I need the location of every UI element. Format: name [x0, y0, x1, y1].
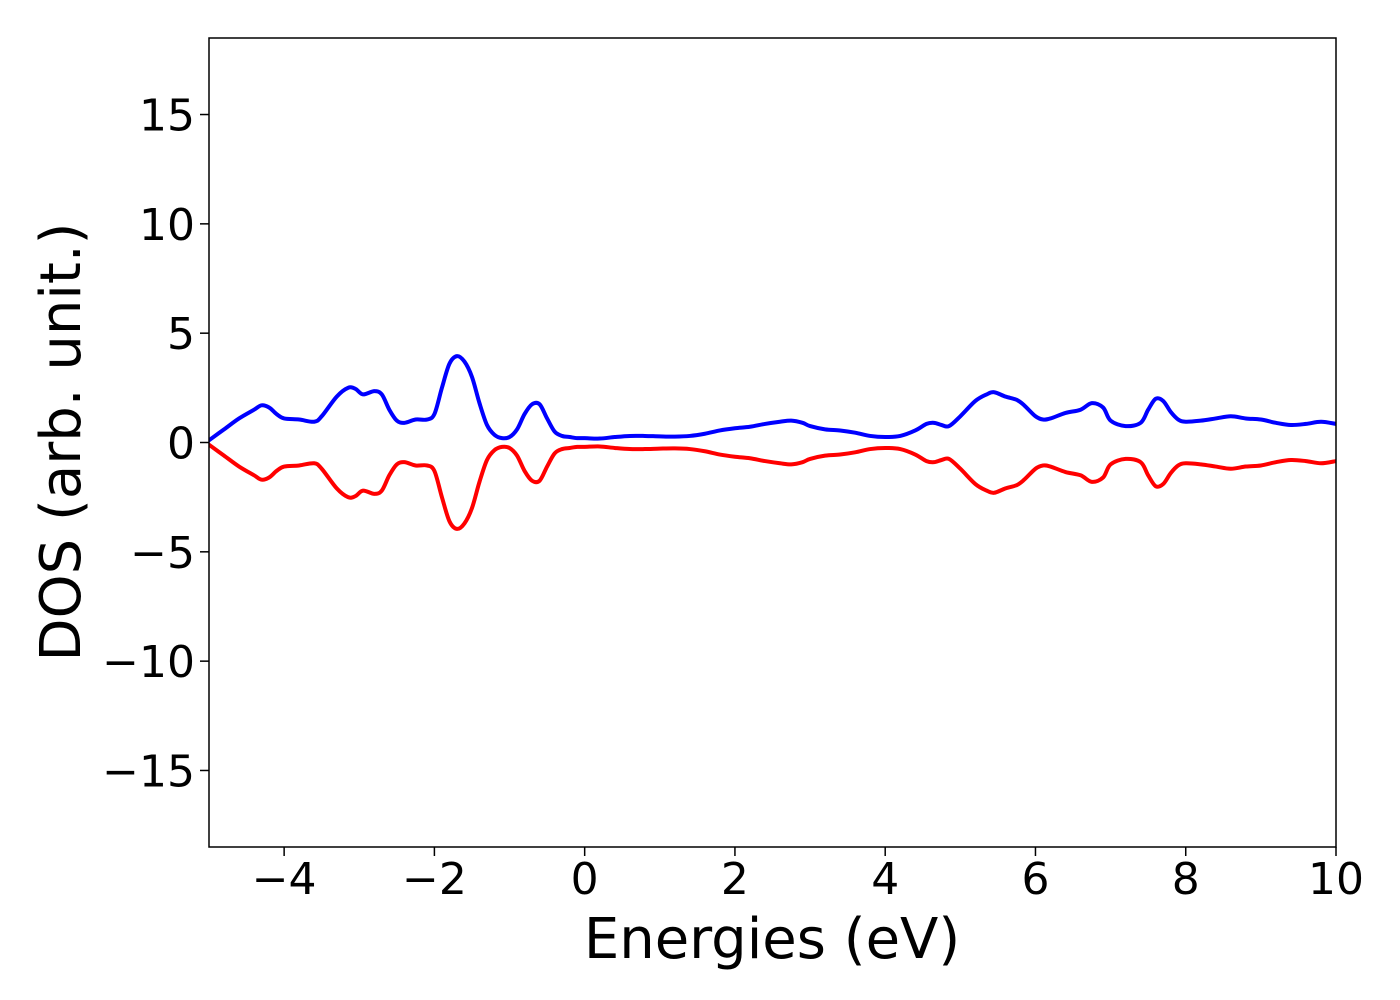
x-tick-label: 10	[1308, 854, 1364, 905]
series-layer	[209, 354, 1336, 531]
y-tick-label: −5	[130, 528, 195, 579]
x-tick-label: 4	[871, 854, 899, 905]
y-tick-label: −10	[102, 637, 195, 688]
y-tick-label: 10	[139, 200, 195, 251]
x-tick-label: −2	[402, 854, 467, 905]
dos-line-blue	[209, 354, 1336, 443]
y-tick-label: 0	[167, 419, 195, 470]
x-tick-label: −4	[252, 854, 317, 905]
x-tick-label: 8	[1172, 854, 1200, 905]
x-tick-label: 0	[571, 854, 599, 905]
x-tick-label: 6	[1021, 854, 1049, 905]
x-axis: −4 −2 0 2 4 6 8 10	[252, 847, 1364, 905]
y-tick-label: 15	[139, 91, 195, 142]
y-axis: 15 10 5 0 −5 −10 −15	[102, 91, 209, 797]
y-axis-label: DOS (arb. unit.)	[29, 222, 94, 661]
y-tick-label: 5	[167, 309, 195, 360]
x-tick-label: 2	[721, 854, 749, 905]
plot-frame	[208, 37, 1337, 848]
y-tick-label: −15	[102, 746, 195, 797]
dos-line-red	[209, 442, 1336, 531]
x-axis-label: Energies (eV)	[584, 907, 960, 972]
